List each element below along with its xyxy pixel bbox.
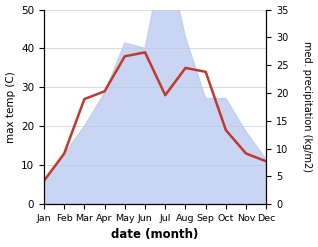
Y-axis label: med. precipitation (kg/m2): med. precipitation (kg/m2) xyxy=(302,41,313,172)
X-axis label: date (month): date (month) xyxy=(111,228,199,242)
Y-axis label: max temp (C): max temp (C) xyxy=(5,71,16,143)
